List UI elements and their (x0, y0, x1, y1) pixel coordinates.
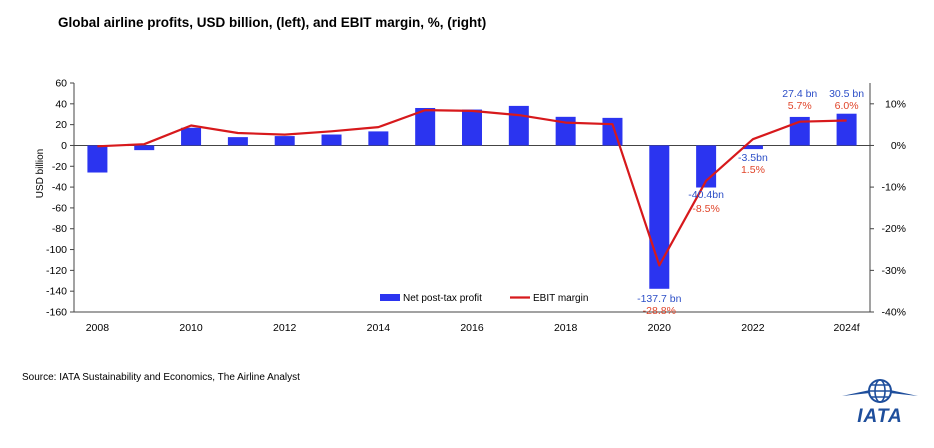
margin-value-label: -28.8% (643, 305, 676, 317)
left-axis-tick-label: 40 (55, 98, 67, 110)
bar-2011 (227, 137, 248, 146)
legend-line-label: EBIT margin (533, 293, 588, 304)
x-axis-tick-label: 2024f (833, 322, 859, 334)
bar-2017 (508, 105, 529, 146)
bar-2014 (368, 131, 389, 146)
bar-value-label: 30.5 bn (829, 88, 864, 100)
legend-bar-label: Net post-tax profit (403, 293, 482, 304)
x-axis-tick-label: 2020 (648, 322, 672, 334)
bar-2020 (649, 145, 670, 289)
bar-2013 (321, 134, 342, 146)
margin-value-label: -8.5% (692, 203, 719, 215)
chart-title: Global airline profits, USD billion, (le… (58, 15, 487, 30)
left-axis-tick-label: -100 (46, 244, 67, 256)
bar-value-label: -3.5bn (738, 152, 768, 164)
left-axis-tick-label: -140 (46, 286, 67, 298)
bar-2010 (181, 127, 202, 146)
x-axis-tick-label: 2022 (741, 322, 765, 334)
legend-bar-swatch (380, 294, 400, 301)
bar-2008 (87, 145, 108, 173)
x-axis-tick-label: 2016 (460, 322, 484, 334)
logo-text: IATA (857, 406, 903, 427)
legend-group: Net post-tax profit EBIT margin (380, 293, 588, 304)
globe-icon (842, 379, 918, 403)
right-axis-tick-label: -20% (881, 223, 906, 235)
left-axis-tick-label: -60 (52, 202, 67, 214)
bar-2012 (274, 136, 295, 146)
bar-2019 (602, 117, 623, 146)
x-axis-tick-label: 2012 (273, 322, 297, 334)
left-axis-tick-label: -80 (52, 223, 67, 235)
left-axis-tick-label: -160 (46, 307, 67, 319)
bar-2022 (742, 145, 763, 150)
left-axis-tick-label: -20 (52, 161, 67, 173)
right-axis-tick-label: -30% (881, 265, 906, 277)
bar-2015 (415, 107, 436, 146)
bar-value-label: -40.4bn (688, 189, 724, 201)
x-axis-tick-label: 2008 (86, 322, 110, 334)
bar-2009 (134, 145, 155, 151)
right-axis-tick-label: -10% (881, 182, 906, 194)
iata-logo: IATA (840, 376, 920, 432)
margin-value-label: 5.7% (788, 100, 812, 112)
bar-value-label: -137.7 bn (637, 293, 682, 305)
left-axis-tick-label: 60 (55, 78, 67, 90)
bars-group (87, 105, 857, 289)
bar-2024f (836, 113, 857, 146)
right-axis-tick-label: 0% (891, 140, 906, 152)
right-axis-tick-label: -40% (881, 307, 906, 319)
left-axis-tick-label: 20 (55, 119, 67, 131)
right-axis-tick-label: 10% (885, 98, 906, 110)
left-axis-tick-label: -120 (46, 265, 67, 277)
bar-2018 (555, 116, 576, 146)
left-axis-tick-label: 0 (61, 140, 67, 152)
bar-value-label: 27.4 bn (782, 88, 817, 100)
x-axis-tick-label: 2014 (367, 322, 391, 334)
bar-2016 (462, 109, 482, 146)
y-axis-label: USD billion (35, 149, 46, 198)
x-axis-tick-label: 2018 (554, 322, 578, 334)
margin-value-label: 6.0% (835, 100, 859, 112)
source-note: Source: IATA Sustainability and Economic… (22, 372, 300, 383)
axes-group: 60 40 20 0 -20 -40 -60 -80 -100 -120 -140 -160 10% 0%… (35, 78, 906, 335)
margin-value-label: 1.5% (741, 164, 765, 176)
line-group (97, 108, 847, 267)
x-axis-tick-label: 2010 (179, 322, 203, 334)
left-axis-tick-label: -40 (52, 182, 67, 194)
